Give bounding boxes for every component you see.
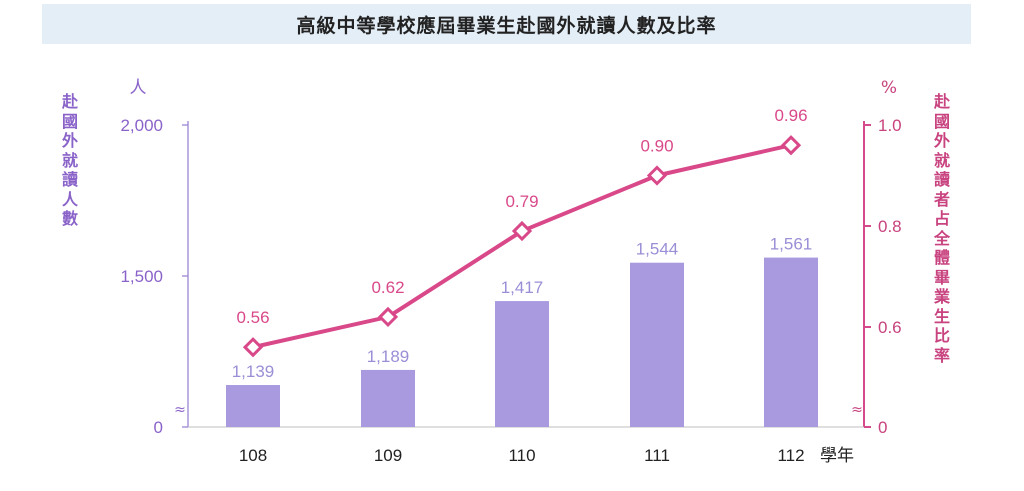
bar-110 <box>495 301 549 427</box>
x-tick-label-112: 112 <box>777 446 804 465</box>
left-axis-label: 赴國外就讀人數 <box>62 92 79 228</box>
ratio-marker-112 <box>780 135 802 156</box>
ratio-marker-109 <box>377 306 399 328</box>
right-axis-break-symbol: ≈ <box>851 402 863 418</box>
x-tick-label-108: 108 <box>239 446 267 465</box>
bar-111 <box>630 262 684 427</box>
left-axis-unit: 人 <box>130 78 147 98</box>
chart-title-bar: 高級中等學校應屆畢業生赴國外就讀人數及比率 <box>42 4 971 44</box>
x-tick-label-111: 111 <box>644 446 670 465</box>
left-tick-label-1: 1,500 <box>120 267 163 286</box>
right-tick-label-1: 0.6 <box>878 318 902 337</box>
ratio-marker-108 <box>242 337 264 358</box>
bar-label-108: 1,139 <box>232 362 275 381</box>
bar-label-111: 1,544 <box>636 240 679 259</box>
right-tick-label-0: 0 <box>878 418 887 437</box>
x-axis-unit: 學年 <box>820 446 854 466</box>
chart-title: 高級中等學校應屆畢業生赴國外就讀人數及比率 <box>296 14 717 37</box>
bar-label-110: 1,417 <box>501 278 544 297</box>
ratio-label-109: 0.62 <box>371 278 404 297</box>
bar-109 <box>361 369 415 427</box>
ratio-label-112: 0.96 <box>774 106 807 125</box>
right-tick-label-3: 1.0 <box>878 116 902 135</box>
right-axis-label: 赴國外就讀者占全體畢業生比率 <box>934 92 951 365</box>
ratio-marker-111 <box>646 165 668 186</box>
right-tick-label-2: 0.8 <box>878 217 902 236</box>
bar-108 <box>226 385 280 427</box>
bar-label-112: 1,561 <box>770 235 813 254</box>
x-tick-label-110: 110 <box>508 446 535 465</box>
ratio-marker-110 <box>511 220 533 242</box>
ratio-label-111: 0.90 <box>640 137 673 156</box>
ratio-label-108: 0.56 <box>236 308 269 327</box>
bar-label-109: 1,189 <box>367 347 410 366</box>
ratio-label-110: 0.79 <box>505 192 538 211</box>
left-tick-label-0: 0 <box>154 418 163 437</box>
x-tick-label-109: 109 <box>374 446 402 465</box>
left-axis-break-symbol: ≈ <box>174 402 186 418</box>
bar-112 <box>764 257 818 427</box>
left-tick-label-2: 2,000 <box>120 116 163 135</box>
right-axis-unit: % <box>881 78 897 98</box>
